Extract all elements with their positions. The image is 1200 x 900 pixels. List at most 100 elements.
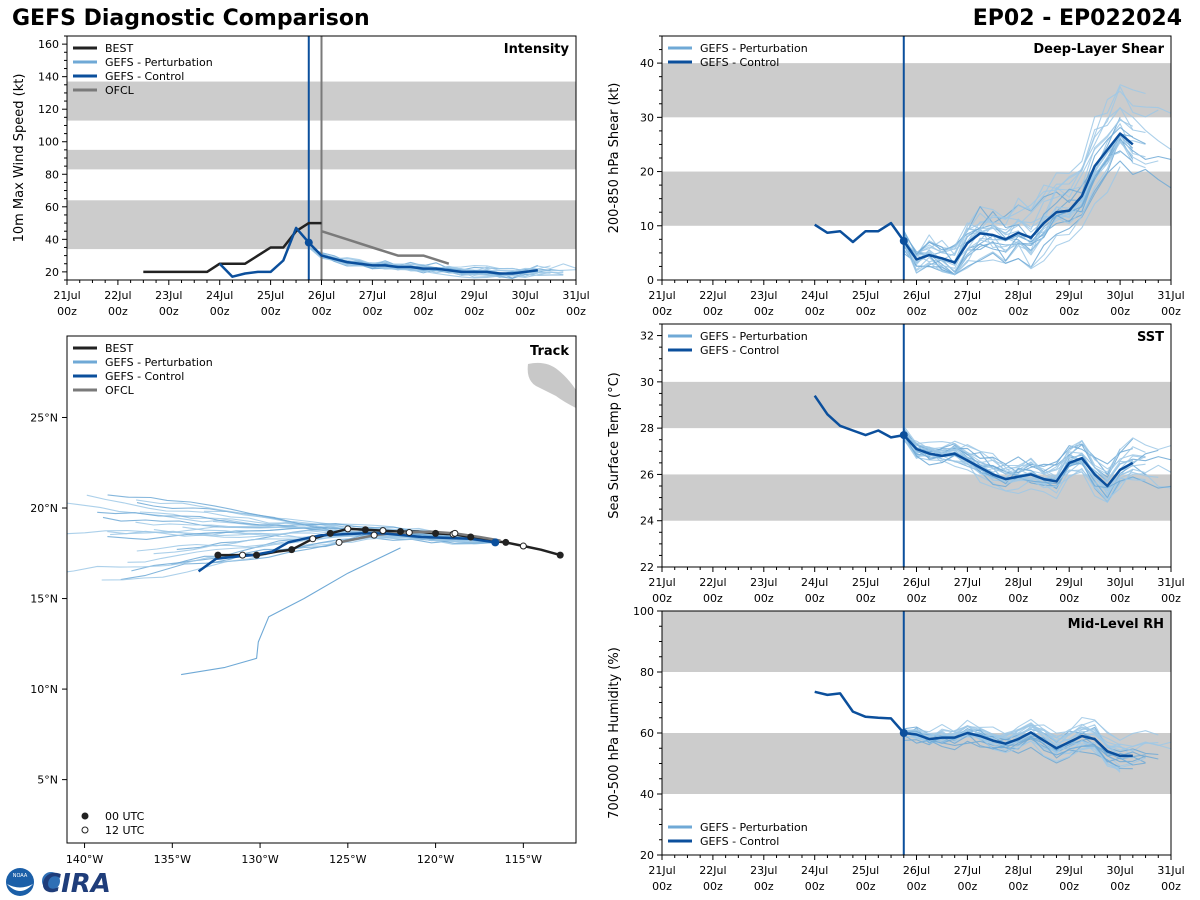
x-tick-label: 00z	[958, 305, 978, 318]
init-point	[899, 729, 908, 737]
marker-12utc	[344, 525, 352, 533]
legend-label: OFCL	[105, 84, 135, 97]
x-tick-label: 29Jul	[1056, 864, 1083, 877]
ensemble-member-line	[903, 724, 1171, 748]
panel-title: SST	[1137, 330, 1164, 345]
series-line-gefs-control	[814, 690, 1133, 758]
x-tick-label: 21Jul	[648, 864, 675, 877]
x-tick-label: 26Jul	[903, 576, 930, 589]
x-tick-label: 31Jul	[562, 289, 589, 302]
series-line-gefs-control	[813, 394, 1134, 488]
x-tick-label: 24Jul	[801, 864, 828, 877]
intensity-panel: 20 40 60 80 100 120 140 160 21Jul 00z 22Jul 00z 23Ju…	[12, 35, 590, 318]
x-tick-label: 130°W	[241, 853, 278, 866]
x-tick-label: 27Jul	[954, 576, 981, 589]
y-tick-label: 20	[45, 266, 59, 279]
ensemble-member-line	[903, 730, 1146, 766]
legend-label: GEFS - Control	[700, 835, 779, 848]
y-tick-label: 120	[38, 103, 59, 116]
series-line-gefs-control	[307, 241, 538, 275]
marker-00utc	[326, 529, 334, 537]
x-tick-label: 28Jul	[1005, 576, 1032, 589]
x-tick-label: 00z	[1008, 880, 1028, 893]
y-tick-label: 80	[45, 168, 59, 181]
plot-area	[67, 36, 576, 280]
y-axis-label: 10m Max Wind Speed (kt)	[12, 74, 27, 243]
ensemble-member-line	[903, 718, 1133, 758]
legend-label: GEFS - Control	[105, 370, 184, 383]
marker-00utc	[288, 546, 296, 554]
x-tick-label: 00z	[754, 305, 774, 318]
x-tick-label: 31Jul	[1157, 576, 1184, 589]
x-tick-label: 21Jul	[53, 289, 80, 302]
marker-12utc	[405, 528, 413, 536]
y-tick-label: 40	[45, 233, 59, 246]
ensemble-member-line	[903, 119, 1134, 255]
ensemble-member-line	[903, 160, 1171, 276]
x-tick-label: 00z	[805, 880, 825, 893]
x-tick-label: 29Jul	[461, 289, 488, 302]
shear-panel: 0 10 20 30 40 21Jul 00z 22Jul 00z 23Jul 00z 24Jul 00…	[607, 35, 1185, 318]
x-tick-label: 00z	[652, 880, 672, 893]
legend-label: GEFS - Perturbation	[700, 330, 808, 343]
legend-label: GEFS - Control	[105, 70, 184, 83]
x-tick-label: 21Jul	[648, 576, 675, 589]
x-tick-label: 00z	[261, 305, 281, 318]
y-axis-label: 200-850 hPa Shear (kt)	[607, 83, 622, 234]
x-tick-label: 25Jul	[852, 576, 879, 589]
x-tick-label: 28Jul	[1005, 289, 1032, 302]
x-tick-label: 23Jul	[155, 289, 182, 302]
x-tick-label: 00z	[566, 305, 586, 318]
x-tick-label: 30Jul	[1106, 289, 1133, 302]
legend-label: GEFS - Control	[700, 344, 779, 357]
init-point	[899, 236, 908, 245]
panel-title: Track	[530, 344, 569, 359]
y-tick-label: 28	[640, 422, 654, 435]
y-tick-label: 20	[640, 166, 654, 179]
x-tick-label: 30Jul	[1106, 864, 1133, 877]
y-tick-label: 15°N	[30, 593, 58, 606]
x-tick-label: 29Jul	[1056, 576, 1083, 589]
series-line-control-early	[218, 226, 310, 278]
init-point	[304, 238, 313, 247]
y-tick-label: 40	[640, 57, 654, 70]
marker-00utc	[253, 551, 261, 559]
plot-area	[67, 362, 576, 676]
y-tick-label: 25°N	[30, 411, 58, 424]
marker-00utc	[214, 551, 222, 559]
marker-00utc	[556, 551, 564, 559]
x-tick-label: 00z	[856, 592, 876, 605]
shaded-band	[662, 474, 1171, 521]
x-tick-label: 26Jul	[903, 864, 930, 877]
legend-label: BEST	[105, 42, 133, 55]
ensemble-member-line	[903, 431, 1146, 481]
y-axis-label: 700-500 hPa Humidity (%)	[607, 647, 622, 819]
legend-label: GEFS - Perturbation	[700, 42, 808, 55]
x-tick-label: 23Jul	[750, 289, 777, 302]
ensemble-member-line	[903, 126, 1146, 266]
cira-logo: NOAA CIRA	[6, 868, 111, 898]
x-tick-label: 28Jul	[410, 289, 437, 302]
legend-label: OFCL	[105, 384, 135, 397]
marker-00utc	[467, 533, 475, 541]
x-tick-label: 24Jul	[206, 289, 233, 302]
ensemble-track-line	[136, 502, 496, 545]
x-tick-label: 125°W	[329, 853, 366, 866]
y-tick-label: 24	[640, 515, 654, 528]
marker-00utc	[396, 528, 404, 536]
ensemble-member-line	[903, 734, 1133, 770]
axes-frame	[66, 335, 577, 844]
land-mass	[527, 362, 576, 408]
x-tick-label: 00z	[907, 592, 927, 605]
page-title: GEFS Diagnostic Comparison	[12, 6, 370, 31]
y-tick-label: 22	[640, 561, 654, 574]
y-tick-label: 40	[640, 788, 654, 801]
legend-label: GEFS - Perturbation	[105, 56, 213, 69]
x-tick-label: 115°W	[505, 853, 542, 866]
marker-12utc	[239, 551, 247, 559]
x-tick-label: 00z	[464, 305, 484, 318]
plot-area	[662, 36, 1171, 280]
x-tick-label: 00z	[1059, 592, 1079, 605]
x-tick-label: 26Jul	[308, 289, 335, 302]
y-tick-label: 5°N	[37, 774, 58, 787]
